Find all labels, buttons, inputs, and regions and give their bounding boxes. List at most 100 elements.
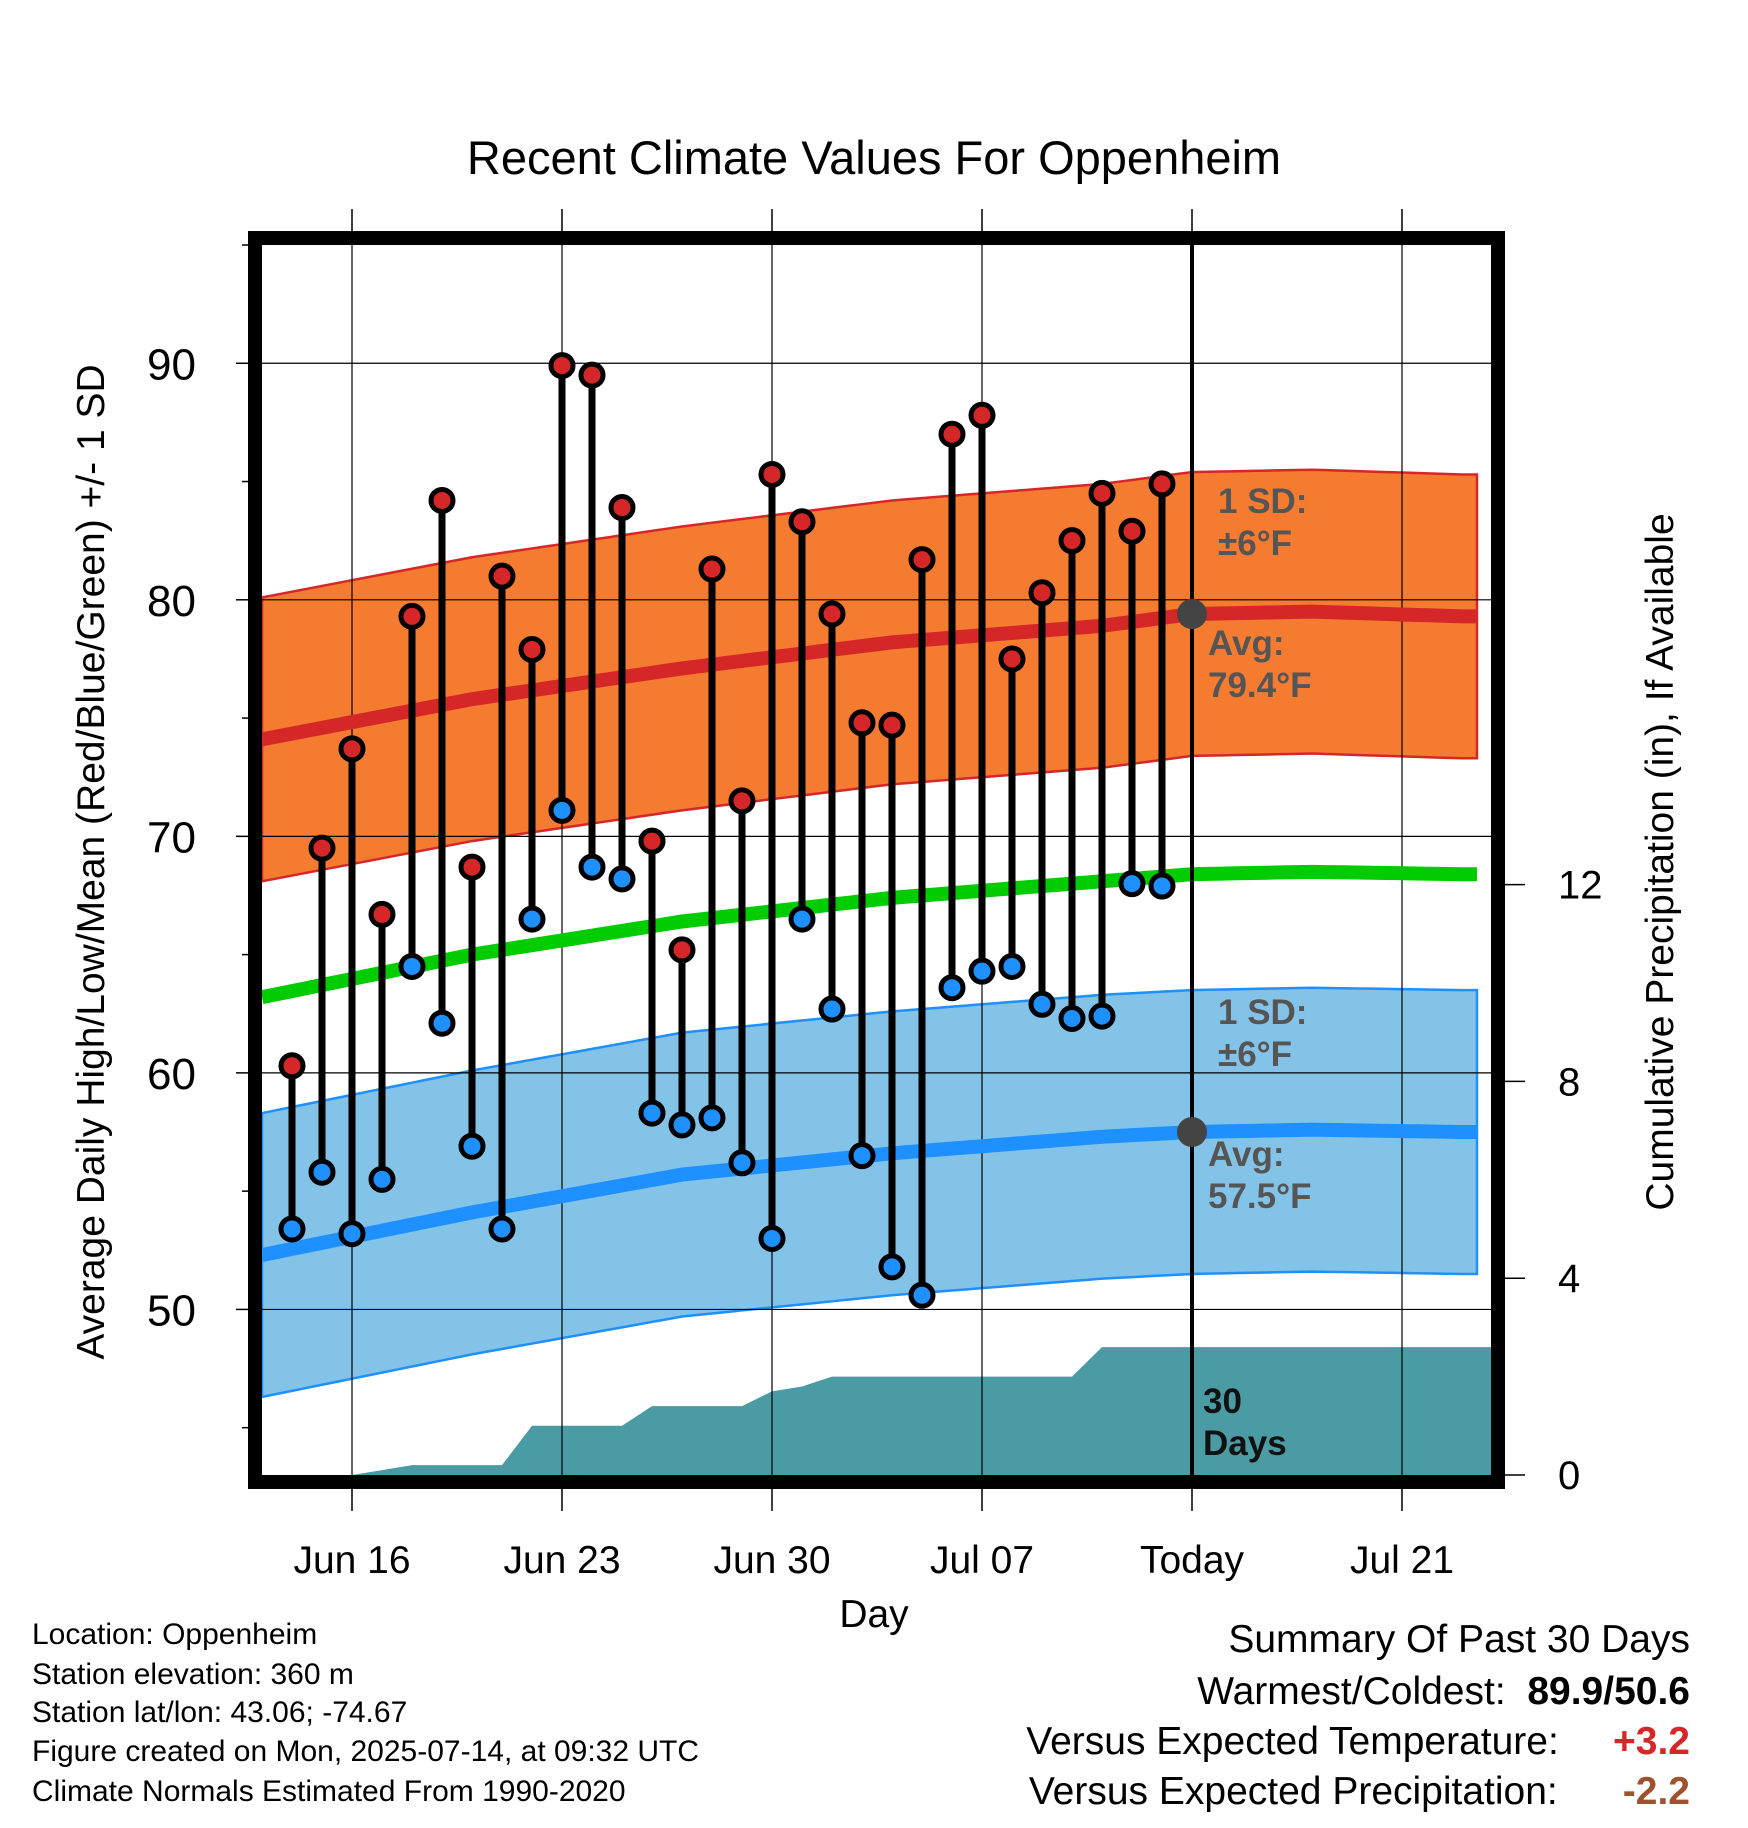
y-tick-label: 90	[147, 340, 196, 389]
y-axis-label: Average Daily High/Low/Mean (Red/Blue/Gr…	[70, 364, 113, 1359]
high-point	[428, 486, 456, 514]
y-tick-label: 60	[147, 1050, 196, 1099]
high-point	[818, 600, 846, 628]
summary-warm-cold: Warmest/Coldest: 89.9/50.6	[1197, 1670, 1690, 1714]
high-point	[488, 562, 516, 590]
high-point	[548, 352, 576, 380]
y-tick-label: 70	[147, 813, 196, 862]
high-point	[788, 508, 816, 536]
y-tick-label: 80	[147, 577, 196, 626]
high-point	[728, 787, 756, 815]
high-point	[998, 645, 1026, 673]
low-point	[908, 1281, 936, 1309]
high-point	[698, 555, 726, 583]
low-point	[608, 865, 636, 893]
high-point	[608, 494, 636, 522]
y2-tick-label: 8	[1558, 1060, 1580, 1104]
y2-tick-label: 0	[1558, 1454, 1580, 1498]
low-point	[578, 853, 606, 881]
low-point	[338, 1220, 366, 1248]
high-point	[1058, 527, 1086, 555]
warm-cold-value: 89.9/50.6	[1527, 1670, 1690, 1713]
low-point	[848, 1142, 876, 1170]
temp-value: +3.2	[1613, 1720, 1690, 1763]
high-point	[398, 602, 426, 630]
high-point	[908, 546, 936, 574]
low-sd-label-line-0: 1 SD:	[1218, 993, 1307, 1032]
x-tick-label: Jun 30	[713, 1539, 830, 1582]
high-point	[368, 900, 396, 928]
summary-temp: Versus Expected Temperature: +3.2	[1026, 1720, 1690, 1764]
elevation-text: Station elevation: 360 m	[32, 1658, 354, 1691]
period-label-line-1: Days	[1203, 1424, 1287, 1463]
low-point	[968, 957, 996, 985]
chart-title: Recent Climate Values For Oppenheim	[467, 131, 1281, 184]
high-point	[878, 711, 906, 739]
low-point	[1058, 1004, 1086, 1032]
low-point	[458, 1132, 486, 1160]
high-point	[668, 936, 696, 964]
x-tick-label: Today	[1140, 1539, 1245, 1582]
low-point	[698, 1104, 726, 1132]
low-avg-label-line-1: 57.5°F	[1208, 1177, 1312, 1216]
low-point	[818, 995, 846, 1023]
low-point	[758, 1224, 786, 1252]
low-point	[518, 905, 546, 933]
low-avg-label-line-0: Avg:	[1208, 1135, 1284, 1174]
latlon-text: Station lat/lon: 43.06; -74.67	[32, 1696, 408, 1729]
high-point	[308, 834, 336, 862]
period-label-line-0: 30	[1203, 1382, 1242, 1421]
low-point	[398, 952, 426, 980]
low-point	[938, 974, 966, 1002]
mean-normal-line	[262, 864, 1477, 1005]
high-normal-line	[262, 604, 1477, 747]
warm-cold-label: Warmest/Coldest:	[1197, 1670, 1506, 1713]
temp-label: Versus Expected Temperature:	[1026, 1720, 1559, 1763]
low-point	[1028, 990, 1056, 1018]
x-tick-label: Jun 16	[293, 1539, 410, 1582]
plot-clip-group	[262, 245, 1491, 1475]
high-point	[518, 635, 546, 663]
low-point	[368, 1165, 396, 1193]
high-sd-label-line-1: ±6°F	[1218, 524, 1292, 563]
created-text: Figure created on Mon, 2025-07-14, at 09…	[32, 1735, 700, 1768]
high-sd-label-line-0: 1 SD:	[1218, 482, 1307, 521]
high-point	[968, 401, 996, 429]
low-point	[1118, 870, 1146, 898]
low-point	[728, 1149, 756, 1177]
precip-area	[262, 1347, 1491, 1475]
low-point	[278, 1215, 306, 1243]
low-point	[488, 1215, 516, 1243]
low-point	[308, 1158, 336, 1186]
high-point	[1028, 579, 1056, 607]
x-axis-label: Day	[839, 1593, 909, 1636]
high-avg-label-line-1: 79.4°F	[1208, 666, 1312, 705]
y-tick-label: 50	[147, 1286, 196, 1335]
low-point	[668, 1111, 696, 1139]
high-point	[578, 361, 606, 389]
high-point	[338, 735, 366, 763]
low-point	[1148, 872, 1176, 900]
high-point	[638, 827, 666, 855]
today-high-normal-marker	[1177, 599, 1207, 629]
low-point	[998, 952, 1026, 980]
high-point	[1118, 517, 1146, 545]
low-sd-label-line-1: ±6°F	[1218, 1035, 1292, 1074]
y2-tick-label: 12	[1558, 864, 1603, 908]
plot-frame	[248, 231, 1505, 1489]
low-point	[548, 796, 576, 824]
low-point	[428, 1009, 456, 1037]
low-point	[1088, 1002, 1116, 1030]
x-tick-label: Jul 07	[930, 1539, 1034, 1582]
low-point	[878, 1253, 906, 1281]
y2-axis-label: Cumulative Precipitation (in), If Availa…	[1639, 513, 1682, 1210]
x-tick-label: Jul 21	[1350, 1539, 1454, 1582]
precip-label: Versus Expected Precipitation:	[1028, 1770, 1558, 1813]
precip-value: -2.2	[1622, 1770, 1690, 1813]
high-avg-label-line-0: Avg:	[1208, 624, 1284, 663]
today-low-normal-marker	[1177, 1117, 1207, 1148]
high-point	[278, 1052, 306, 1080]
high-point	[1088, 479, 1116, 507]
